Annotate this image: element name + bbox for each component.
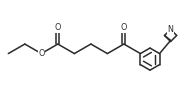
Text: O: O <box>121 23 127 32</box>
Text: O: O <box>55 23 61 32</box>
Text: N: N <box>168 25 174 34</box>
Text: O: O <box>38 49 45 58</box>
